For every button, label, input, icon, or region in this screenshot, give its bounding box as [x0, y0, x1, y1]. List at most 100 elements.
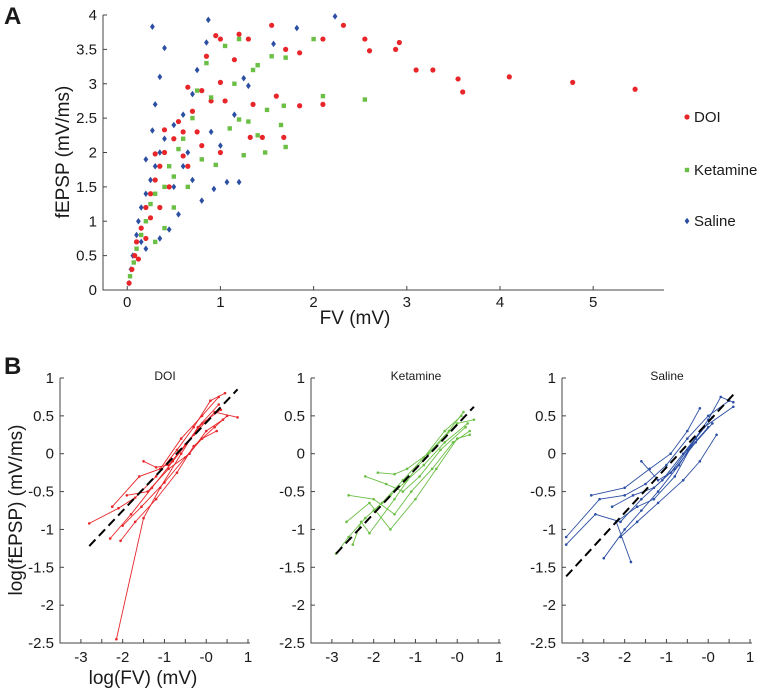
- data-point-saline: [157, 235, 163, 242]
- circle-marker-icon: [684, 114, 690, 120]
- trace-line: [377, 411, 464, 475]
- trace-point: [138, 475, 141, 478]
- trace-point: [686, 429, 689, 433]
- trace-point: [217, 403, 221, 406]
- trace-point: [422, 463, 426, 467]
- trace-point: [435, 467, 438, 471]
- trace-point: [364, 475, 367, 478]
- panel-a-scatter: FV (mV) fEPSP (mV/ms) 0 0.5 1 1.5 2 2.5 3 3.5 4 0…: [53, 7, 664, 329]
- y-tick-label: 0: [297, 446, 305, 463]
- trace-point: [179, 452, 183, 456]
- y-tick-label: 0.5: [76, 248, 97, 265]
- trace-point: [629, 560, 633, 564]
- trace-point: [117, 506, 120, 510]
- y-tick-label: 4: [89, 7, 97, 24]
- data-point-ketamine: [283, 144, 288, 150]
- data-point-doi: [126, 280, 132, 286]
- trace-line: [565, 400, 730, 538]
- data-point-saline: [152, 101, 158, 108]
- data-point-ketamine: [171, 205, 177, 210]
- trace-point: [225, 414, 229, 418]
- data-point-ketamine: [320, 93, 326, 99]
- data-point-doi: [152, 177, 158, 183]
- data-point-doi: [138, 225, 144, 231]
- data-point-ketamine: [232, 81, 237, 86]
- series-doi: [126, 22, 638, 286]
- trace-point: [364, 516, 367, 520]
- trace-point: [439, 448, 442, 452]
- y-tick-label: 1.5: [76, 179, 97, 196]
- data-point-doi: [250, 101, 256, 107]
- trace: [345, 433, 472, 531]
- trace-point: [466, 422, 469, 425]
- trace: [615, 425, 710, 564]
- trace-point: [673, 467, 677, 471]
- trace-point: [640, 459, 643, 463]
- trace-point: [656, 490, 660, 493]
- data-point-saline: [271, 40, 276, 48]
- trace: [115, 403, 221, 641]
- data-point-ketamine: [278, 122, 284, 128]
- trace-point: [686, 437, 689, 440]
- y-tick-label: -0.5: [28, 484, 54, 501]
- data-point-saline: [332, 13, 338, 20]
- data-point-doi: [506, 74, 512, 80]
- data-point-doi: [203, 53, 210, 59]
- trace: [347, 429, 472, 516]
- trace-point: [462, 410, 465, 414]
- panel-label-b: B: [4, 353, 21, 380]
- trace-point: [598, 497, 601, 501]
- square-marker-icon: [684, 167, 690, 173]
- data-point-ketamine: [134, 246, 139, 251]
- trace: [610, 422, 714, 509]
- x-tick-label: 3: [403, 294, 411, 311]
- trace-point: [669, 452, 672, 456]
- data-point-doi: [143, 204, 149, 211]
- subplot-title: Saline: [650, 369, 684, 383]
- data-point-doi: [245, 36, 251, 42]
- trace-line: [365, 426, 466, 493]
- trace-point: [602, 556, 606, 560]
- data-point-ketamine: [241, 153, 246, 158]
- data-point-saline: [185, 149, 191, 156]
- trace-point: [426, 452, 430, 456]
- trace-point: [623, 486, 626, 490]
- data-point-saline: [143, 245, 149, 253]
- y-tick-label: 2: [89, 145, 97, 162]
- data-point-doi: [199, 88, 205, 94]
- data-point-saline: [218, 142, 223, 149]
- data-point-saline: [152, 162, 158, 170]
- data-point-saline: [180, 111, 186, 118]
- data-point-saline: [166, 226, 172, 233]
- trace-point: [163, 481, 166, 484]
- data-point-ketamine: [194, 88, 200, 93]
- data-point-doi: [180, 153, 186, 159]
- diamond-marker-icon: [684, 217, 690, 225]
- trace-point: [719, 395, 723, 399]
- data-point-ketamine: [264, 107, 270, 113]
- y-tick-label: 1: [89, 213, 97, 230]
- data-point-ketamine: [143, 219, 149, 224]
- y-tick-label: -1.5: [530, 559, 556, 576]
- trace-point: [217, 395, 221, 399]
- data-point-doi: [222, 98, 228, 104]
- y-tick-label: 0: [46, 446, 54, 463]
- data-point-ketamine: [190, 115, 195, 121]
- subplot-ketamine: Ketamine 1 0.5 0 -0.5 -1 -1.5 -2 -2.5 -3 -2 -1 -0 1: [279, 369, 503, 666]
- data-point-doi: [283, 46, 289, 52]
- legend-label: DOI: [694, 109, 721, 126]
- trace: [564, 399, 731, 539]
- data-point-ketamine: [255, 133, 260, 138]
- data-point-saline: [143, 156, 149, 163]
- y-tick-label: -1: [543, 521, 556, 538]
- y-tick-label: 2.5: [76, 110, 97, 127]
- y-tick-label: 1: [548, 370, 556, 387]
- trace-point: [656, 501, 660, 505]
- data-point-ketamine: [281, 103, 286, 108]
- subplot-title: Ketamine: [391, 369, 442, 383]
- panel-b-lines: log(FV) (mV) log(fEPSP) (mV/ms) DOI 1 0.5 0…: [6, 369, 754, 689]
- data-point-doi: [231, 57, 237, 63]
- subplot-axes: [59, 378, 250, 644]
- data-point-saline: [208, 128, 214, 136]
- trace-point: [681, 478, 685, 482]
